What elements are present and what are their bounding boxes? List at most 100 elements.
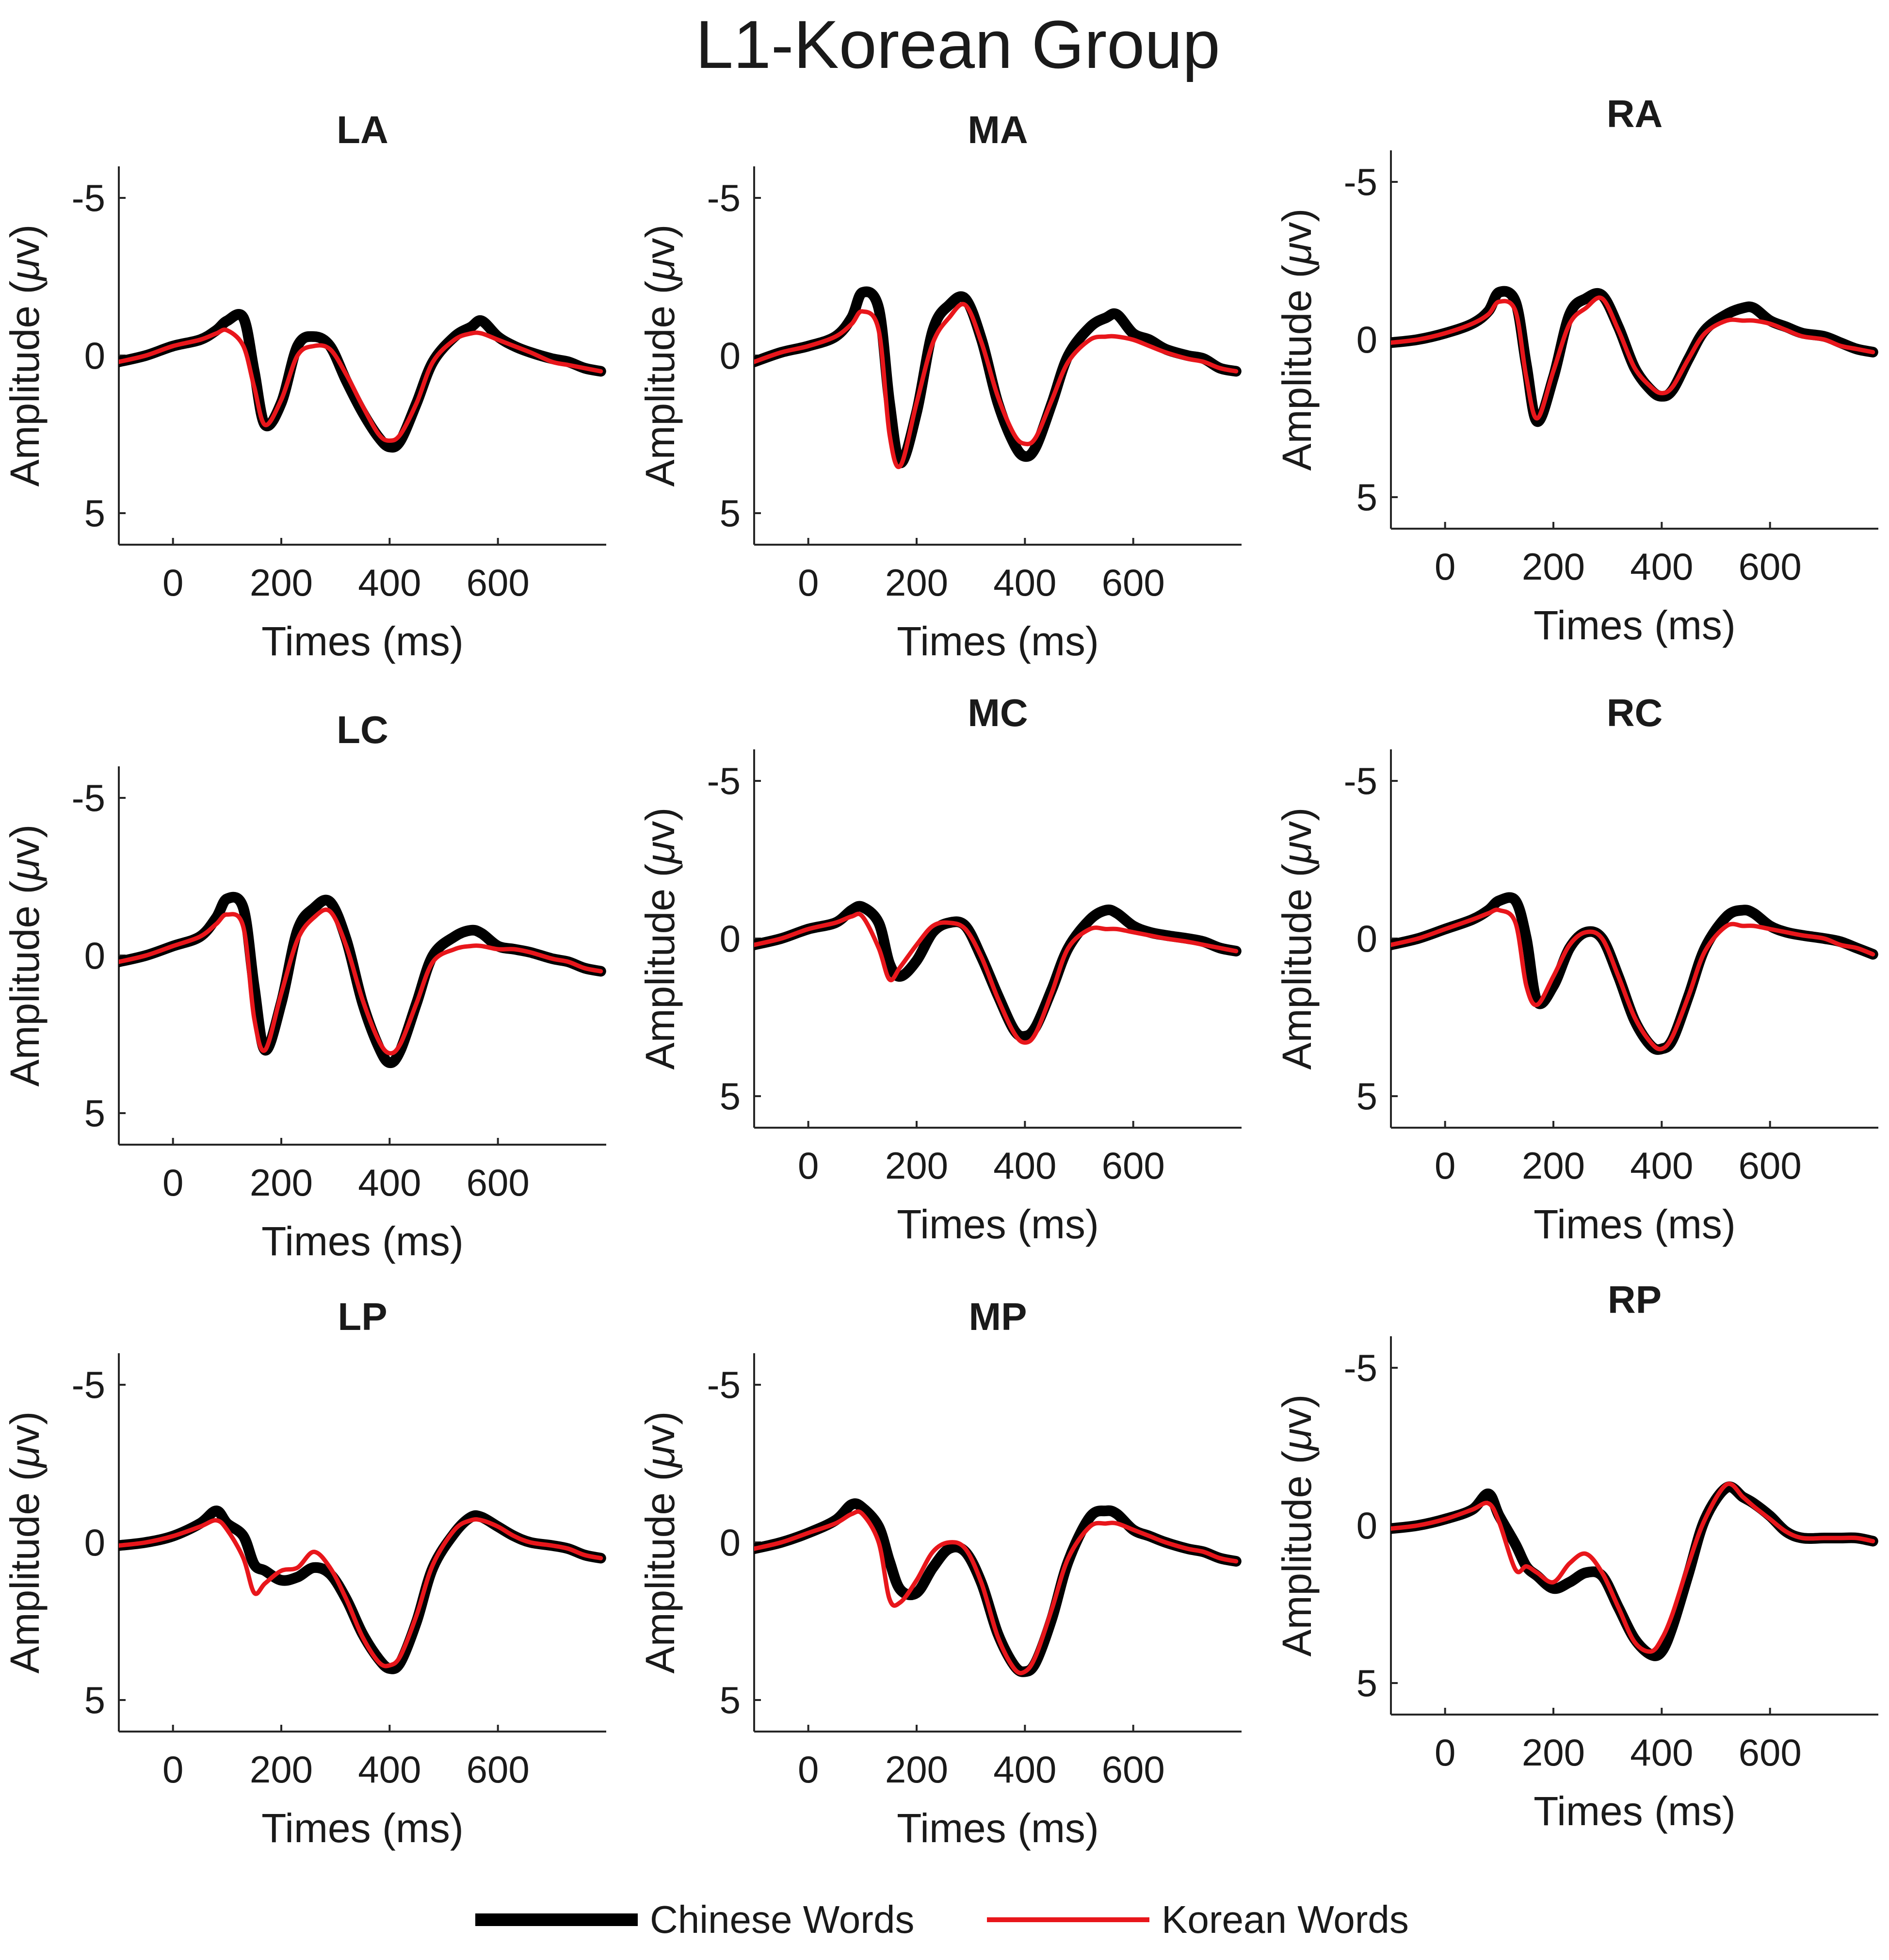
panel-la-xlabel: Times (ms) (261, 618, 464, 664)
panel-mc-xtick-label: 400 (993, 1144, 1056, 1187)
panel-rp-ylabel: Amplitude (μv) (1274, 1394, 1320, 1657)
panel-rc-ylabel-text: Amplitude ( (1274, 864, 1320, 1070)
panel-rc-series-korean-words (1391, 907, 1875, 1052)
panel-ma-ylabel-mu: μ (637, 259, 683, 282)
panel-lc-ytick-label: -5 (72, 777, 105, 819)
panel-rp-xtick-label: 0 (1435, 1731, 1455, 1774)
panel-rp-ytick-label: 0 (1356, 1504, 1377, 1547)
panel-rc-xtick-label: 400 (1630, 1144, 1693, 1187)
panel-rc-xtick-label: 200 (1522, 1144, 1585, 1187)
panel-lc-ytick-label: 5 (84, 1092, 105, 1134)
panel-mc-title: MC (968, 691, 1028, 734)
panel-lc-series-korean-words (119, 907, 603, 1056)
panel-lc-ylabel-text: Amplitude ( (2, 881, 48, 1087)
panel-lp-series-korean-words (119, 1517, 603, 1668)
panel-ma-xtick-label: 400 (993, 561, 1056, 604)
panel-ma-title: MA (968, 108, 1028, 151)
panel-ma-ytick-label: -5 (707, 177, 741, 219)
panel-ma-series-korean-words (754, 302, 1239, 470)
panel-la-xtick-label: 400 (358, 561, 421, 604)
panel-lp-xtick-label: 600 (467, 1748, 530, 1791)
panel-lp-ylabel-unit: v) (2, 1411, 48, 1445)
panel-ra-ylabel-unit: v) (1274, 209, 1320, 243)
panel-mc-xtick-label: 600 (1102, 1144, 1165, 1187)
panel-rp-ylabel-text: Amplitude ( (1274, 1451, 1320, 1657)
panel-lp-ylabel: Amplitude (μv) (2, 1411, 48, 1674)
panel-mp-xtick-label: 200 (885, 1748, 948, 1791)
panel-ma-xtick-label: 600 (1102, 561, 1165, 604)
panel-rp-ylabel-unit: v) (1274, 1394, 1320, 1428)
panel-lc-xtick-label: 600 (467, 1161, 530, 1204)
panel-ma-xtick-label: 0 (798, 561, 819, 604)
panel-rp-ylabel-mu: μ (1274, 1428, 1320, 1452)
panel-rp-xlabel: Times (ms) (1534, 1788, 1736, 1834)
legend-chinese-label: Chinese Words (650, 1898, 914, 1941)
panel-mp-xtick-label: 0 (798, 1748, 819, 1791)
panel-la-xtick-label: 600 (467, 561, 530, 604)
panel-mp-ylabel-unit: v) (637, 1411, 683, 1445)
panel-la-ytick-label: -5 (72, 177, 105, 219)
panel-ra-ylabel-text: Amplitude ( (1274, 265, 1320, 471)
panel-mp-series-korean-words (754, 1509, 1239, 1675)
panel-ma-ytick-label: 5 (720, 492, 741, 535)
legend: Chinese Words Korean Words (475, 1898, 1409, 1941)
panel-la-xtick-label: 0 (162, 561, 183, 604)
panel-la-ytick-label: 5 (84, 492, 105, 535)
panel-mp-ylabel-mu: μ (637, 1445, 683, 1469)
panel-rp-title: RP (1608, 1278, 1662, 1321)
panel-la-ylabel-mu: μ (2, 259, 48, 282)
panel-rc-xtick-label: 600 (1739, 1144, 1802, 1187)
panel-la-title: LA (337, 108, 388, 151)
panel-mc-xlabel: Times (ms) (897, 1201, 1099, 1247)
panel-ma-xlabel: Times (ms) (897, 618, 1099, 664)
panel-ra-ytick-label: 0 (1356, 318, 1377, 361)
panel-lc-ylabel: Amplitude (μv) (2, 825, 48, 1087)
panel-mc-ytick-label: 0 (720, 917, 741, 960)
panel-ra-xtick-label: 0 (1435, 545, 1455, 588)
panel-ra-xlabel: Times (ms) (1534, 602, 1736, 648)
panel-rc-ylabel-mu: μ (1274, 842, 1320, 865)
panel-rc-xtick-label: 0 (1435, 1144, 1455, 1187)
panel-lp-ytick-label: -5 (72, 1363, 105, 1406)
panel-rp-xtick-label: 200 (1522, 1731, 1585, 1774)
panel-mc-ylabel-mu: μ (637, 842, 683, 865)
panel-mp-ytick-label: 5 (720, 1679, 741, 1721)
panel-lp-title: LP (338, 1295, 387, 1338)
panel-ra-xtick-label: 200 (1522, 545, 1585, 588)
panel-mc-xtick-label: 0 (798, 1144, 819, 1187)
panel-mp-xlabel: Times (ms) (897, 1805, 1099, 1851)
panel-lp-xtick-label: 0 (162, 1748, 183, 1791)
panel-rc-ytick-label: -5 (1344, 760, 1377, 802)
panel-lp-ytick-label: 0 (84, 1521, 105, 1564)
panel-ma-ylabel-unit: v) (637, 225, 683, 259)
panel-lc-title: LC (337, 708, 388, 751)
panel-mp-title: MP (969, 1295, 1027, 1338)
panel-lc-ylabel-mu: μ (2, 859, 48, 882)
panel-rc-ytick-label: 0 (1356, 917, 1377, 960)
panel-ra-ytick-label: -5 (1344, 161, 1377, 203)
panel-ra-title: RA (1607, 92, 1663, 135)
panel-la-ytick-label: 0 (84, 334, 105, 377)
panel-lc-ytick-label: 0 (84, 934, 105, 977)
panel-rp-ytick-label: 5 (1356, 1662, 1377, 1704)
panel-rc-xlabel: Times (ms) (1534, 1201, 1736, 1247)
panel-lp-xlabel: Times (ms) (261, 1805, 464, 1851)
panel-la-ylabel: Amplitude (μv) (2, 225, 48, 487)
panel-lp-ylabel-mu: μ (2, 1445, 48, 1469)
panel-lc-xtick-label: 0 (162, 1161, 183, 1204)
panel-mp-ytick-label: 0 (720, 1521, 741, 1564)
panel-la-series-korean-words (119, 327, 603, 443)
panel-mc-ytick-label: -5 (707, 760, 741, 802)
panel-ra-ytick-label: 5 (1356, 476, 1377, 518)
panel-mp-xtick-label: 400 (993, 1748, 1056, 1791)
